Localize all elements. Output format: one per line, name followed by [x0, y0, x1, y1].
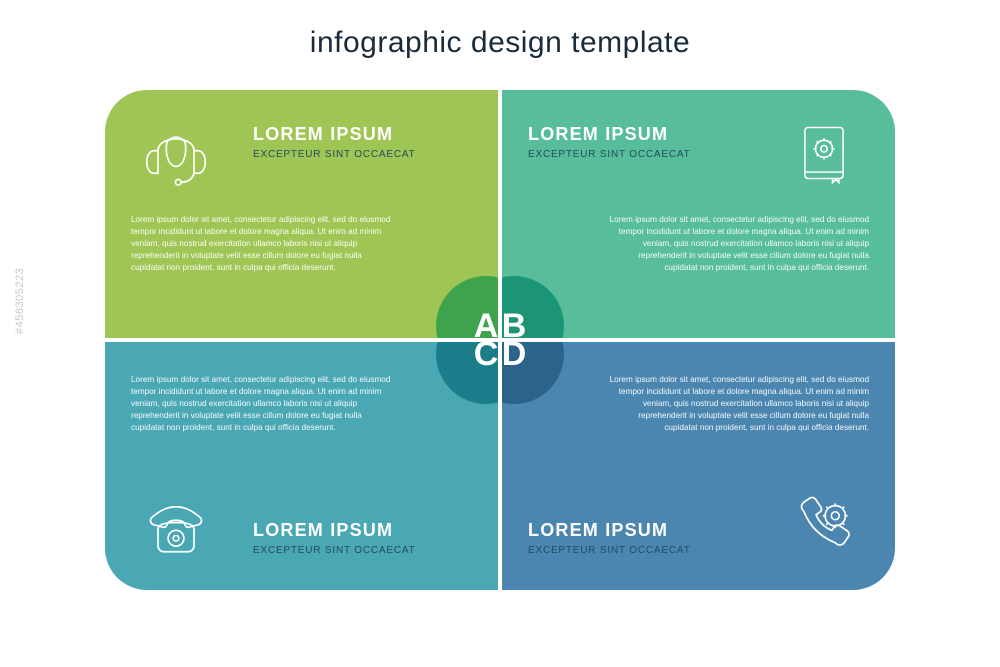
headset-icon — [131, 108, 221, 198]
panel-d: D Lorem ipsum dolor sit amet, consectetu… — [502, 342, 895, 590]
panel-b-title: LOREM IPSUM — [528, 124, 691, 145]
panel-d-subtitle: EXCEPTEUR SINT OCCAECAT — [528, 545, 691, 556]
panel-a-title: LOREM IPSUM — [253, 124, 416, 145]
panel-c-body: Lorem ipsum dolor sit amet, consectetur … — [131, 374, 391, 433]
page-title: infographic design template — [0, 26, 1000, 60]
panel-c-title: LOREM IPSUM — [253, 520, 416, 541]
panel-b: LOREM IPSUM EXCEPTEUR SINT OCCAECAT Lore… — [502, 90, 895, 338]
panel-a-body: Lorem ipsum dolor sit amet, consectetur … — [131, 214, 391, 273]
panel-d-title: LOREM IPSUM — [528, 520, 691, 541]
phone-gear-icon — [779, 482, 869, 572]
panel-b-subtitle: EXCEPTEUR SINT OCCAECAT — [528, 149, 691, 160]
badge-d: D — [502, 342, 564, 404]
panel-b-heading: LOREM IPSUM EXCEPTEUR SINT OCCAECAT — [528, 124, 691, 160]
manual-icon — [779, 108, 869, 198]
badge-a: A — [436, 276, 498, 338]
telephone-icon — [131, 482, 221, 572]
watermark: #456305223 — [14, 267, 26, 333]
panel-a-heading: LOREM IPSUM EXCEPTEUR SINT OCCAECAT — [253, 124, 416, 160]
panel-b-body: Lorem ipsum dolor sit amet, consectetur … — [609, 214, 869, 273]
panel-c-subtitle: EXCEPTEUR SINT OCCAECAT — [253, 545, 416, 556]
panel-d-body: Lorem ipsum dolor sit amet, consectetur … — [609, 374, 869, 433]
panel-a-subtitle: EXCEPTEUR SINT OCCAECAT — [253, 149, 416, 160]
badge-c: C — [436, 342, 498, 404]
panel-d-heading: LOREM IPSUM EXCEPTEUR SINT OCCAECAT — [528, 520, 691, 556]
infographic-grid: LOREM IPSUM EXCEPTEUR SINT OCCAECAT Lore… — [105, 90, 895, 590]
panel-c: C Lorem ipsum dolor sit amet, consectetu… — [105, 342, 498, 590]
badge-b: B — [502, 276, 564, 338]
panel-a: LOREM IPSUM EXCEPTEUR SINT OCCAECAT Lore… — [105, 90, 498, 338]
panel-c-heading: LOREM IPSUM EXCEPTEUR SINT OCCAECAT — [253, 520, 416, 556]
